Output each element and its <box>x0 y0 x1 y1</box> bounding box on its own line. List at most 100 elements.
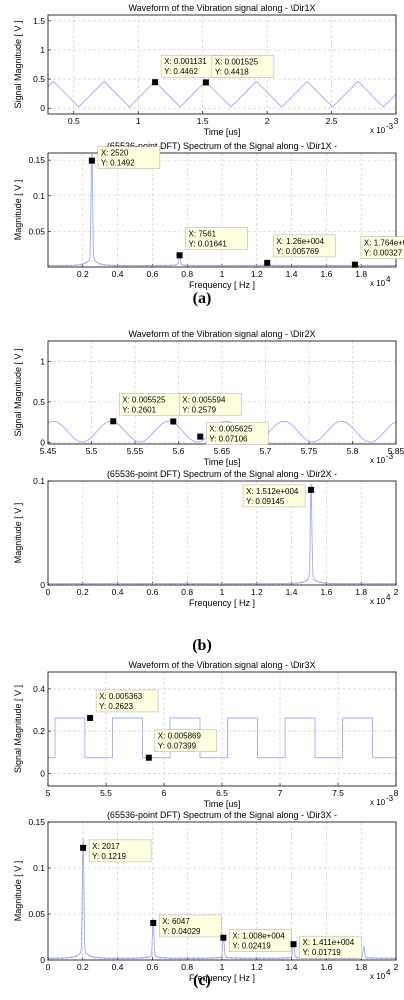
datatip-marker <box>264 259 271 266</box>
chart-title: (65536-point DFT) Spectrum of the Signal… <box>107 141 337 151</box>
x-tick-label: 0.8 <box>181 587 193 597</box>
x-tick-label: 1.2 <box>251 587 263 597</box>
datatip-text: X: 0.005869 <box>158 732 202 741</box>
y-tick-label: 0.05 <box>28 909 45 919</box>
datatip-text: X: 0.001131 <box>164 57 207 66</box>
datatip-text: Y: 0.2623 <box>99 702 133 711</box>
x-tick-label: 0.4 <box>112 587 124 597</box>
datatip-text: Y: 0.00327 <box>364 249 403 258</box>
datatip-text: Y: 0.1492 <box>101 159 135 168</box>
x-tick-label: 2 <box>394 962 399 972</box>
x-tick-label: 1.5 <box>197 116 209 126</box>
x-tick-label: 0.5 <box>68 116 80 126</box>
x-tick-label: 5.55 <box>127 446 144 456</box>
datatip-text: Y: 0.4418 <box>215 67 249 76</box>
axes-box <box>47 152 397 268</box>
x-tick-label: 1.6 <box>320 962 332 972</box>
y-tick-label: 0.15 <box>28 817 45 827</box>
x-tick-label: 1.4 <box>286 587 298 597</box>
datatip-marker <box>351 261 358 268</box>
y-axis-label: Signal Magnitude [ V ] <box>13 20 23 108</box>
datatip-text: X: 1.008e+004 <box>232 932 285 941</box>
datatip-text: X: 1.411e+004 <box>303 938 355 947</box>
x-tick-label: 5.85 <box>388 446 404 456</box>
x-tick-label: 5.45 <box>40 446 57 456</box>
x-tick-label: 2 <box>394 587 399 597</box>
x-tick-label: 0 <box>46 962 51 972</box>
signal-line <box>47 80 397 108</box>
x-tick-label: 2.5 <box>326 116 338 126</box>
x-tick-label: 1.8 <box>355 962 367 972</box>
x-tick-label: 7.5 <box>332 788 344 798</box>
x-tick-label: 1.6 <box>320 269 332 279</box>
y-tick-label: 0 <box>40 437 45 447</box>
x-tick-label: 1 <box>220 269 225 279</box>
datatip-text: Y: 0.005769 <box>276 247 319 256</box>
datatip-marker <box>290 941 297 948</box>
datatip-marker <box>308 486 315 493</box>
signal-line <box>48 717 396 759</box>
chart-5: Waveform of the Vibration signal along -… <box>13 660 399 809</box>
datatip-text: Y: 0.04029 <box>162 927 201 936</box>
x-exponent: x 10 <box>370 597 386 606</box>
x-tick-label: 8 <box>394 788 399 798</box>
datatip-box <box>158 914 222 938</box>
datatip-marker <box>197 433 204 440</box>
x-tick-label: 0.2 <box>77 269 89 279</box>
signal-line <box>47 153 397 267</box>
x-exponent-power: -3 <box>386 452 394 461</box>
x-exponent-power: -3 <box>386 122 394 131</box>
x-tick-label: 0.2 <box>77 587 89 597</box>
chart-title: Waveform of the Vibration signal along -… <box>128 660 315 670</box>
datatip-box <box>229 929 292 952</box>
datatip-text: Y: 0.07106 <box>209 435 248 444</box>
datatip-text: X: 2520 <box>101 149 129 158</box>
axes-box <box>47 671 397 787</box>
chart-4: (65536-point DFT) Spectrum of the Signal… <box>13 469 399 608</box>
signal-line <box>47 483 397 585</box>
datatip-box <box>179 393 242 416</box>
y-axis-label: Magnitude [ V ] <box>13 503 23 564</box>
y-tick-label: 0 <box>40 768 45 778</box>
y-tick-label: 0 <box>40 580 45 590</box>
x-exponent: x 10 <box>370 279 386 288</box>
chart-title: Waveform of the Vibration signal along -… <box>128 3 315 13</box>
datatip-marker <box>152 79 159 86</box>
x-tick-label: 5.5 <box>100 788 112 798</box>
datatip-marker <box>80 844 87 851</box>
x-axis-label: Time [us] <box>204 457 241 467</box>
x-tick-label: 7 <box>278 788 283 798</box>
x-axis-label: Time [us] <box>204 127 241 137</box>
datatip-text: X: 0.005594 <box>182 395 226 404</box>
datatip-box <box>299 935 362 959</box>
y-axis-label: Magnitude [ V ] <box>13 180 23 241</box>
datatip-marker <box>87 714 94 721</box>
x-tick-label: 6 <box>162 788 167 798</box>
x-exponent: x 10 <box>370 972 386 981</box>
x-tick-label: 0.4 <box>112 962 124 972</box>
datatip-marker <box>145 754 152 761</box>
datatip-marker <box>170 418 177 425</box>
datatip-marker <box>150 919 157 926</box>
x-tick-label: 0.6 <box>146 587 158 597</box>
datatip-text: Y: 0.1219 <box>92 852 126 861</box>
x-tick-label: 0.8 <box>181 269 193 279</box>
chart-title: (65536-point DFT) Spectrum of the Signal… <box>107 810 337 820</box>
datatip-marker <box>110 418 117 425</box>
datatip-text: X: 0.005363 <box>99 692 143 701</box>
datatip-box <box>97 146 161 169</box>
x-tick-label: 1.8 <box>355 269 367 279</box>
panel-label: (a) <box>193 290 212 307</box>
datatip-text: Y: 0.01641 <box>189 239 228 248</box>
x-tick-label: 0.2 <box>77 962 89 972</box>
datatip-box <box>211 55 275 78</box>
x-exponent: x 10 <box>370 456 386 465</box>
x-tick-label: 6.5 <box>216 788 228 798</box>
x-exponent-power: -3 <box>386 794 394 803</box>
y-tick-label: 0.1 <box>33 191 45 201</box>
datatip-text: X: 7561 <box>189 229 217 238</box>
x-tick-label: 1.2 <box>251 269 263 279</box>
axes-box <box>47 14 397 115</box>
axes-box <box>47 821 397 961</box>
